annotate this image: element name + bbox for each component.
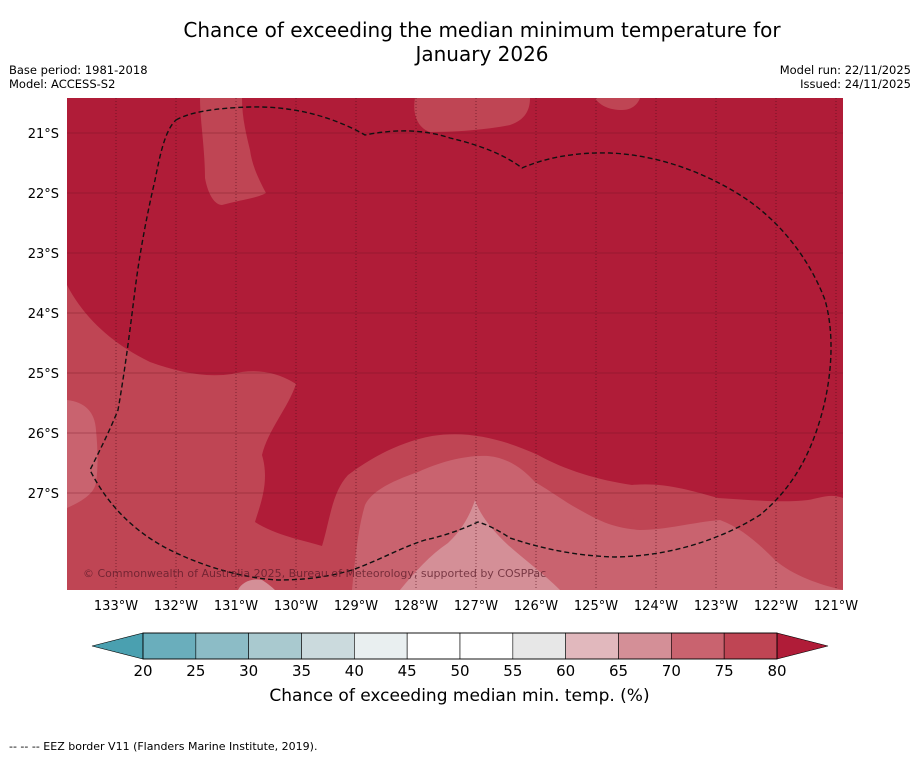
colorbar-under-arrow bbox=[91, 632, 144, 660]
meta-left: Base period: 1981-2018 Model: ACCESS-S2 bbox=[9, 63, 148, 91]
graticule-meridians bbox=[115, 98, 837, 590]
colorbar-tick-label: 50 bbox=[450, 662, 469, 680]
colorbar-segment bbox=[512, 632, 566, 660]
lat-label: 24°S bbox=[28, 307, 59, 322]
zone-70-75-north bbox=[200, 98, 266, 205]
colorbar-tick-label: 55 bbox=[503, 662, 522, 680]
colorbar-segment bbox=[565, 632, 619, 660]
colorbar-tick-label: 35 bbox=[292, 662, 311, 680]
lon-label: 130°W bbox=[274, 599, 318, 614]
colorbar-tick-label: 75 bbox=[715, 662, 734, 680]
lon-label: 131°W bbox=[214, 599, 258, 614]
colorbar-segment bbox=[142, 632, 197, 660]
colorbar-tick-label: 70 bbox=[662, 662, 681, 680]
colorbar-tick-label: 45 bbox=[398, 662, 417, 680]
colorbar-frame bbox=[142, 632, 778, 660]
lat-label: 22°S bbox=[28, 187, 59, 202]
issued-date: Issued: 24/11/2025 bbox=[800, 77, 911, 91]
lat-label: 26°S bbox=[28, 427, 59, 442]
zone-60-65 bbox=[238, 500, 560, 590]
lon-label: 132°W bbox=[154, 599, 198, 614]
lat-label: 23°S bbox=[28, 247, 59, 262]
zone-65-70 bbox=[67, 400, 843, 590]
lon-label: 127°W bbox=[454, 599, 498, 614]
colorbar-segment bbox=[195, 632, 249, 660]
colorbar-tick-label: 60 bbox=[556, 662, 575, 680]
colorbar-tick-label: 65 bbox=[609, 662, 628, 680]
colorbar-segment bbox=[406, 632, 461, 660]
lon-label: 124°W bbox=[634, 599, 678, 614]
lon-label: 129°W bbox=[334, 599, 378, 614]
map-title: Chance of exceeding the median minimum t… bbox=[0, 18, 919, 66]
colorbar-tick-label: 40 bbox=[345, 662, 364, 680]
meta-right: Model run: 22/11/2025 Issued: 24/11/2025 bbox=[780, 63, 911, 91]
lon-label: 122°W bbox=[754, 599, 798, 614]
zone-70-75-top-right bbox=[414, 98, 530, 132]
lon-labels: 133°W 132°W 131°W 130°W 129°W 128°W 127°… bbox=[94, 599, 858, 614]
colorbar-segment bbox=[671, 632, 725, 660]
base-period: Base period: 1981-2018 bbox=[9, 63, 148, 77]
model-name: Model: ACCESS-S2 bbox=[9, 77, 116, 91]
colorbar-tick-label: 80 bbox=[767, 662, 786, 680]
lat-label: 25°S bbox=[28, 367, 59, 382]
lon-label: 123°W bbox=[694, 599, 738, 614]
lon-label: 128°W bbox=[394, 599, 438, 614]
colorbar-segment bbox=[723, 632, 778, 660]
title-line-2: January 2026 bbox=[415, 42, 549, 66]
colorbar-tick-label: 30 bbox=[239, 662, 258, 680]
lat-label: 21°S bbox=[28, 127, 59, 142]
title-line-1: Chance of exceeding the median minimum t… bbox=[183, 18, 781, 42]
model-run: Model run: 22/11/2025 bbox=[779, 63, 911, 77]
lon-label: 126°W bbox=[514, 599, 558, 614]
colorbar-tick-label: 25 bbox=[186, 662, 205, 680]
colorbar-segment bbox=[618, 632, 672, 660]
colorbar-segment bbox=[459, 632, 514, 660]
lat-labels: 21°S 22°S 23°S 24°S 25°S 26°S 27°S bbox=[28, 127, 59, 502]
colorbar-tick-label: 20 bbox=[133, 662, 152, 680]
colorbar-segment bbox=[248, 632, 302, 660]
eez-border bbox=[89, 106, 832, 581]
zone-70-75-top-far bbox=[595, 98, 640, 110]
colorbar-segment bbox=[301, 632, 355, 660]
colorbar-label: Chance of exceeding median min. temp. (%… bbox=[269, 686, 650, 706]
graticule bbox=[67, 132, 843, 494]
colorbar-segment bbox=[354, 632, 408, 660]
colorbar: 20 25 30 35 40 45 50 55 60 65 70 75 80 bbox=[91, 632, 829, 680]
copyright-text: © Commonwealth of Australia 2025, Bureau… bbox=[83, 567, 546, 580]
lon-label: 125°W bbox=[574, 599, 618, 614]
lon-label: 133°W bbox=[94, 599, 138, 614]
lat-label: 27°S bbox=[28, 487, 59, 502]
lon-label: 121°W bbox=[814, 599, 858, 614]
map-area: © Commonwealth of Australia 2025, Bureau… bbox=[67, 98, 843, 590]
zone-65-70-island bbox=[612, 497, 634, 527]
footnote: -- -- -- EEZ border V11 (Flanders Marine… bbox=[9, 740, 318, 753]
zone-70-75-south bbox=[67, 285, 843, 590]
colorbar-over-arrow bbox=[776, 632, 829, 660]
